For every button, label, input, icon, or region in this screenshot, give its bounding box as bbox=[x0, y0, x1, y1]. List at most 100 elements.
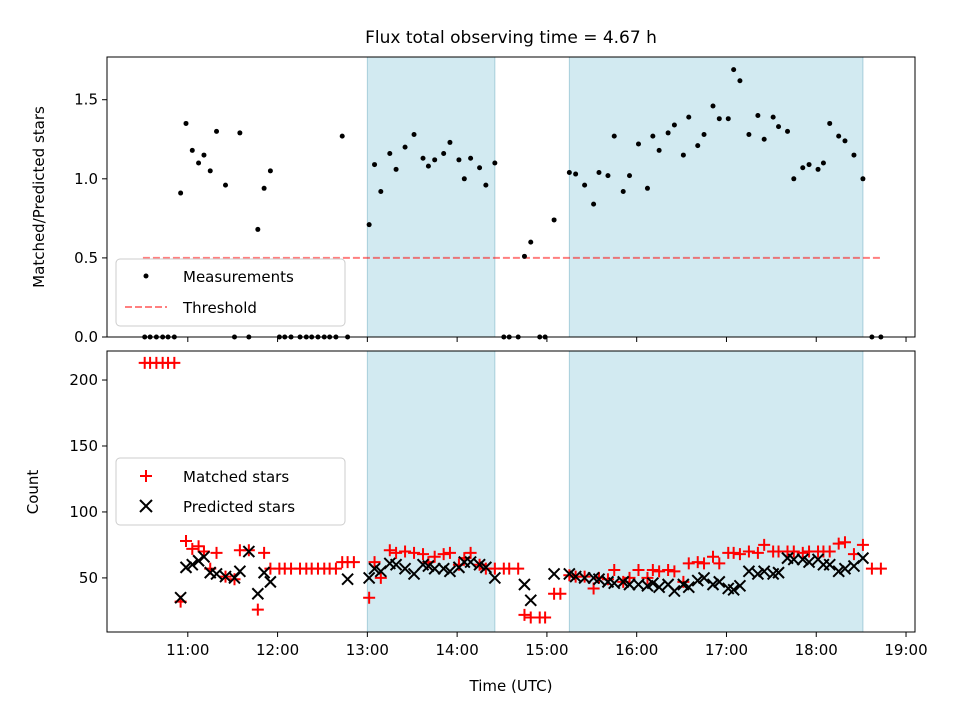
predicted-star-point bbox=[518, 578, 531, 591]
measurement-point bbox=[620, 188, 626, 194]
predicted-star-point bbox=[443, 565, 457, 578]
measurement-point bbox=[611, 133, 617, 139]
predicted-star-point bbox=[464, 555, 477, 569]
measurement-point bbox=[255, 226, 261, 232]
measurement-point bbox=[836, 133, 842, 139]
measurement-point bbox=[755, 113, 761, 119]
matched-star-point bbox=[168, 356, 181, 369]
top-y-tick-label: 1.5 bbox=[74, 91, 98, 109]
top-legend-box bbox=[115, 258, 346, 327]
predicted-star-point bbox=[757, 565, 771, 578]
predicted-star-point bbox=[652, 580, 666, 594]
legend-threshold-label: Threshold bbox=[182, 299, 257, 317]
measurement-point bbox=[411, 132, 417, 138]
top-y-tick-label: 1.0 bbox=[74, 170, 98, 188]
bot-shaded-span-1 bbox=[568, 350, 864, 633]
measurement-point bbox=[237, 130, 243, 136]
measurement-point bbox=[710, 103, 716, 109]
measurement-point bbox=[716, 116, 722, 122]
predicted-star-point bbox=[257, 566, 271, 579]
measurement-point bbox=[731, 67, 737, 73]
measurement-point bbox=[393, 166, 399, 172]
predicted-star-point bbox=[856, 551, 870, 565]
predicted-star-point bbox=[547, 567, 561, 581]
matched-star-point bbox=[682, 557, 695, 570]
top-y-axis-label: Matched/Predicted stars bbox=[30, 106, 48, 288]
matched-star-point bbox=[363, 591, 376, 604]
matched-star-point bbox=[329, 562, 342, 575]
measurement-point bbox=[461, 176, 467, 182]
measurement-point bbox=[189, 147, 195, 153]
predicted-star-point bbox=[802, 555, 816, 569]
predicted-star-point bbox=[233, 565, 247, 578]
bot-y-tick-label: 200 bbox=[69, 371, 98, 389]
predicted-star-point bbox=[691, 574, 704, 587]
matched-star-point bbox=[698, 557, 711, 570]
measurement-point bbox=[605, 173, 611, 179]
x-tick-label: 17:00 bbox=[705, 641, 748, 659]
matched-star-point bbox=[464, 546, 477, 559]
legend-predicted-label: Predicted stars bbox=[183, 498, 295, 516]
predicted-star-point bbox=[713, 575, 726, 589]
x-tick-label: 18:00 bbox=[795, 641, 838, 659]
measurement-point bbox=[820, 160, 826, 166]
x-tick-label: 11:00 bbox=[166, 641, 209, 659]
top-legend: Measurements Threshold bbox=[115, 258, 346, 327]
matched-star-point bbox=[374, 571, 387, 584]
matched-star-point bbox=[417, 548, 430, 561]
predicted-star-points bbox=[174, 545, 870, 607]
predicted-star-point bbox=[186, 558, 199, 571]
predicted-star-point bbox=[524, 594, 537, 607]
measurement-point bbox=[521, 253, 527, 259]
predicted-star-point bbox=[210, 567, 223, 581]
measurement-point bbox=[339, 133, 345, 139]
measurement-point bbox=[214, 128, 220, 134]
measurement-point bbox=[761, 136, 767, 142]
predicted-star-point bbox=[473, 558, 486, 571]
bottom-legend: Matched stars Predicted stars bbox=[115, 457, 346, 526]
matched-star-points bbox=[138, 356, 887, 624]
bottom-y-axis: 50 100 150 200 bbox=[69, 371, 107, 587]
legend-measurement-marker bbox=[143, 273, 149, 279]
measurement-point bbox=[477, 165, 483, 171]
matched-star-point bbox=[742, 545, 755, 558]
matched-star-point bbox=[554, 587, 567, 600]
predicted-star-point bbox=[174, 591, 187, 604]
matched-star-point bbox=[691, 556, 704, 569]
measurement-point bbox=[695, 143, 701, 149]
measurement-point bbox=[582, 182, 588, 188]
predicted-star-point bbox=[368, 562, 381, 575]
measurement-point bbox=[261, 185, 267, 191]
measurement-point bbox=[701, 132, 707, 138]
x-tick-label: 19:00 bbox=[884, 641, 927, 659]
matched-star-point bbox=[874, 562, 887, 575]
matched-star-point bbox=[856, 538, 869, 551]
measurement-point bbox=[800, 165, 806, 171]
measurement-point bbox=[665, 130, 671, 136]
measurement-point bbox=[635, 141, 641, 147]
predicted-star-point bbox=[706, 578, 720, 591]
measurement-point bbox=[725, 116, 731, 122]
predicted-star-point bbox=[823, 558, 836, 571]
top-x-ticks bbox=[187, 337, 907, 342]
predicted-star-point bbox=[623, 578, 636, 591]
matched-star-point bbox=[258, 546, 271, 559]
measurement-point bbox=[441, 150, 447, 156]
measurement-point bbox=[420, 155, 426, 161]
predicted-star-point bbox=[341, 573, 354, 586]
matched-star-point bbox=[751, 546, 764, 559]
predicted-star-point bbox=[697, 571, 711, 585]
measurement-point bbox=[785, 128, 791, 134]
top-y-axis: 0.0 0.5 1.0 1.5 bbox=[74, 91, 107, 346]
matched-star-point bbox=[653, 565, 666, 578]
bottom-y-axis-label: Count bbox=[24, 470, 42, 515]
measurement-point bbox=[671, 122, 677, 128]
predicted-star-point bbox=[563, 567, 576, 581]
measurement-point bbox=[528, 239, 534, 245]
predicted-star-point bbox=[733, 579, 747, 593]
bottom-panel: 50 100 150 200 11:00 12:00 13:00 14:00 15:00 16:… bbox=[24, 350, 928, 695]
measurement-point bbox=[842, 138, 848, 144]
measurement-point bbox=[737, 78, 743, 84]
measurement-point bbox=[776, 124, 782, 130]
